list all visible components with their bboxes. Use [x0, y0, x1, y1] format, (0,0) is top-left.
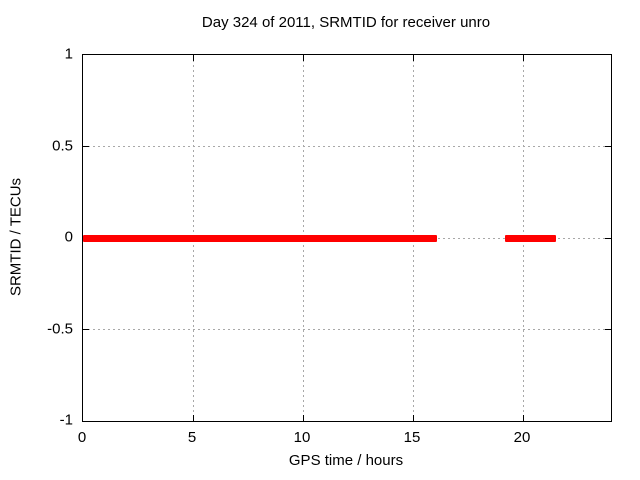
chart-title: Day 324 of 2011, SRMTID for receiver unr…: [201, 14, 491, 31]
x-tick-bottom: [302, 415, 304, 421]
data-segment: [505, 234, 556, 242]
x-tick-label: 20: [513, 429, 531, 446]
gridline-horizontal: [83, 329, 611, 330]
y-tick-label: -1: [59, 411, 73, 429]
x-tick-label: 15: [403, 429, 421, 446]
x-tick-top: [192, 55, 194, 61]
y-tick-right: [605, 237, 611, 239]
y-tick-left: [83, 146, 89, 147]
y-tick-left: [83, 329, 89, 330]
x-tick-label: 10: [293, 429, 311, 446]
y-tick-right: [605, 329, 611, 330]
x-tick-label: 0: [77, 429, 87, 446]
gridline-horizontal: [83, 146, 611, 147]
y-tick-label: 0: [64, 228, 73, 246]
x-tick-bottom: [522, 415, 524, 421]
x-tick-top: [302, 55, 304, 61]
x-tick-top: [412, 55, 414, 61]
x-axis-title: GPS time / hours: [288, 452, 404, 469]
y-tick-label: 0.5: [52, 137, 73, 154]
x-tick-label: 5: [187, 429, 197, 446]
data-segment: [83, 234, 438, 242]
x-tick-bottom: [412, 415, 414, 421]
y-axis-title: SRMTID / TECUs: [7, 177, 25, 297]
x-tick-bottom: [192, 415, 194, 421]
plot-area: [82, 54, 612, 422]
y-tick-label: 1: [64, 45, 73, 63]
y-tick-right: [605, 146, 611, 147]
x-tick-top: [522, 55, 524, 61]
y-tick-label: -0.5: [47, 320, 73, 337]
